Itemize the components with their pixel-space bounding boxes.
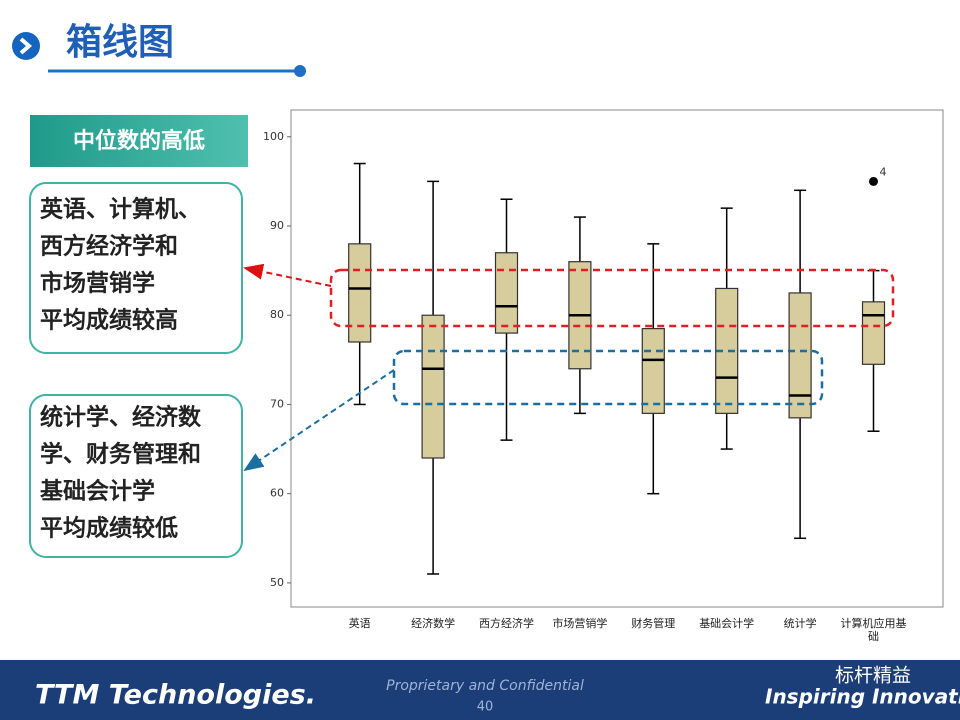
x-tick-label: 计算机应用基础: [841, 616, 907, 643]
title-rule-dot: [294, 65, 306, 77]
footer-company: TTM Technologies.: [35, 680, 316, 711]
x-tick-label: 经济数学: [411, 616, 455, 630]
y-tick-label: 80: [270, 308, 284, 321]
outlier: [869, 176, 878, 186]
y-tick-label: 50: [270, 576, 284, 589]
footer-page: 40: [477, 700, 494, 715]
panel-conclusion: 平均成绩较低: [40, 515, 178, 542]
label-text: 中位数的高低: [73, 128, 205, 154]
box: [641, 328, 665, 414]
x-tick-label: 英语: [349, 616, 371, 630]
slide-title: 箱线图: [66, 22, 174, 63]
panel-line: 学、财务管理和: [40, 441, 201, 468]
x-tick-label: 基础会计学: [699, 616, 754, 630]
footer-band: [0, 660, 960, 720]
y-tick-label: 70: [270, 397, 284, 410]
low-highlight: [392, 349, 824, 406]
panel-line: 英语、计算机、: [40, 196, 201, 223]
panel-line: 基础会计学: [40, 478, 155, 505]
footer-brand: 标杆精益: [835, 665, 911, 687]
outlier-label: 4: [880, 165, 887, 178]
box: [788, 292, 812, 419]
panel-conclusion: 平均成绩较高: [40, 307, 178, 334]
box: [494, 252, 519, 334]
high-arrow: [243, 263, 332, 287]
footer-note: Proprietary and Confidential: [386, 678, 584, 694]
x-tick-label: 财务管理: [631, 616, 675, 630]
x-tick-label: 市场营销学: [552, 616, 607, 630]
x-tick-label: 统计学: [784, 616, 817, 630]
box: [861, 301, 886, 365]
high-box: [29, 182, 243, 354]
y-tick-label: 100: [263, 130, 284, 143]
x-tick-label: 西方经济学: [479, 616, 534, 630]
low-box: [29, 394, 243, 558]
label-box: [30, 115, 248, 167]
box: [715, 287, 739, 414]
panel-line: 市场营销学: [40, 270, 155, 297]
panel-line: 西方经济学和: [40, 233, 178, 260]
box: [348, 243, 372, 343]
panel-line: 统计学、经济数: [40, 404, 202, 431]
high-highlight: [329, 268, 895, 328]
box: [421, 314, 445, 459]
y-tick-label: 60: [270, 487, 284, 500]
footer-slogan: Inspiring Innovation: [765, 685, 960, 709]
plot-frame: [290, 109, 944, 608]
bullet-chevron: [19, 37, 33, 55]
y-tick-label: 90: [270, 219, 284, 232]
